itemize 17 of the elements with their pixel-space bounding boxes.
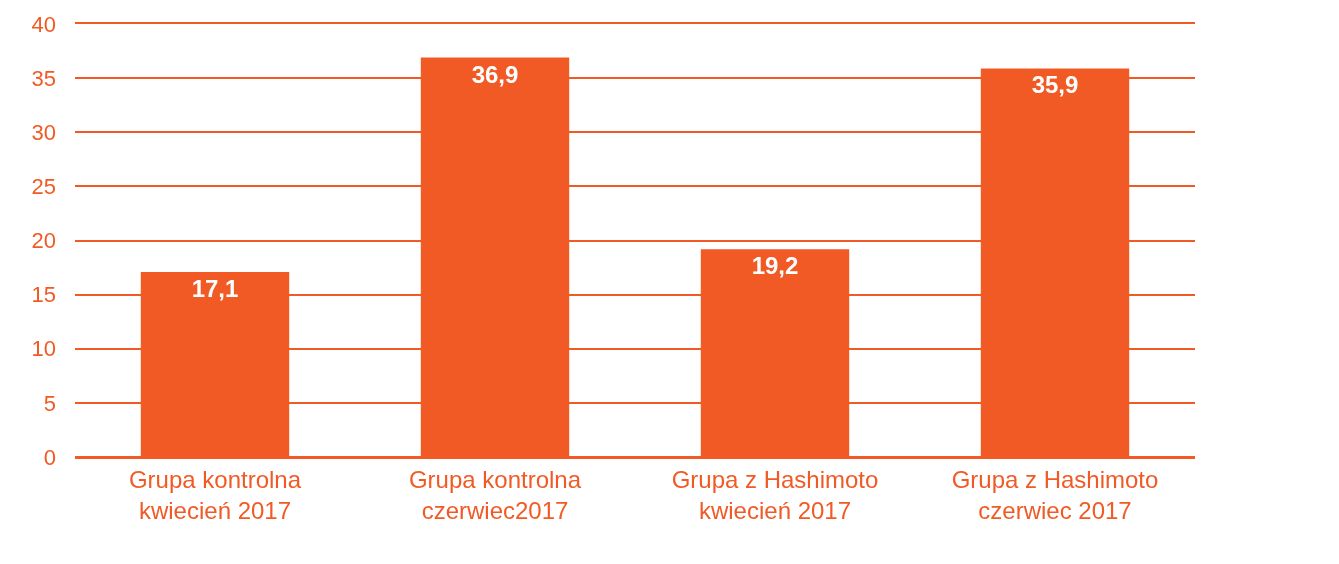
x-tick-label: Grupa kontrolna czerwiec2017 <box>408 465 582 524</box>
x-tick-label: Grupa z Hashimoto czerwiec 2017 <box>951 465 1159 524</box>
x-tick-label: Grupa z Hashimoto kwiecień 2017 <box>671 465 879 524</box>
y-tick-label: 40 <box>31 11 56 37</box>
y-tick-label: 25 <box>31 174 56 200</box>
y-tick-label: 5 <box>43 390 56 416</box>
y-tick-label: 10 <box>31 336 56 362</box>
y-tick-label: 30 <box>31 119 56 145</box>
y-tick-label: 0 <box>43 444 56 470</box>
x-tick-label: Grupa kontrolna kwiecień 2017 <box>128 465 302 524</box>
data-label: 17,1 <box>191 274 239 302</box>
y-tick-label: 20 <box>31 228 56 254</box>
data-label: 19,2 <box>751 252 799 280</box>
y-tick-label: 15 <box>31 282 56 308</box>
data-label: 36,9 <box>471 60 519 88</box>
data-label: 35,9 <box>1031 71 1079 99</box>
y-tick-label: 35 <box>31 65 56 91</box>
